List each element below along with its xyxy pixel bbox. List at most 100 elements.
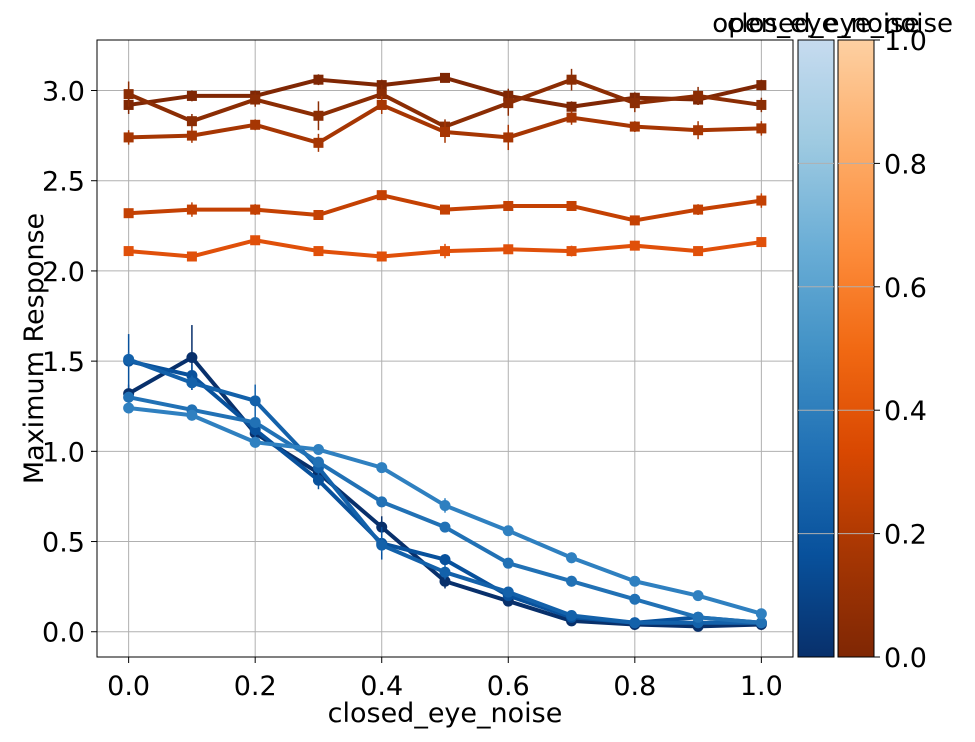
series-8 [123, 391, 767, 629]
data-point [756, 195, 767, 206]
series-4 [123, 235, 767, 262]
data-point [249, 436, 261, 448]
y-tick-label: 2.0 [42, 257, 85, 288]
x-tick-label: 1.0 [740, 671, 783, 702]
data-point [566, 112, 577, 123]
data-point [693, 125, 704, 136]
data-point [502, 586, 514, 598]
data-point [502, 525, 514, 537]
y-axis-label: Maximum Response [19, 213, 50, 484]
series-3 [123, 190, 767, 226]
data-point [755, 617, 767, 629]
data-point [123, 246, 134, 257]
data-point [629, 121, 640, 132]
data-point [503, 132, 514, 143]
y-tick-label: 3.0 [42, 77, 85, 108]
data-point [440, 72, 450, 83]
data-point [756, 80, 767, 91]
data-point [376, 462, 388, 474]
colorbar-tick-label: 0.8 [884, 149, 927, 180]
data-point [693, 90, 704, 101]
data-point [123, 402, 135, 414]
x-tick-label: 0.8 [613, 671, 656, 702]
data-point [250, 94, 261, 105]
data-point [249, 395, 261, 407]
data-point [376, 190, 387, 201]
data-point [376, 99, 387, 110]
data-point [566, 575, 578, 587]
data-point [629, 575, 641, 587]
data-point [186, 409, 198, 421]
data-point [312, 444, 324, 456]
colorbar-open-eye-noise-title: open_eye_noise [712, 9, 919, 39]
data-point [123, 353, 135, 365]
data-point [629, 215, 640, 226]
y-tick-label: 2.5 [42, 167, 85, 198]
axis-layer: 0.0 0.2 0.4 0.6 0.8 1.0 0.0 0.5 1.0 1.5 2.0 2.5 3.0 [42, 77, 783, 702]
data-point [312, 474, 324, 486]
data-point [186, 116, 197, 127]
y-tick-label: 0.5 [42, 528, 85, 559]
data-point [312, 456, 324, 468]
data-point [376, 89, 387, 100]
colorbar-layer: 0.0 0.2 0.4 0.6 0.8 1.0 [797, 26, 927, 674]
data-point [123, 391, 135, 403]
data-point [313, 110, 324, 121]
series-2 [123, 95, 767, 152]
y-tick-label: 0.0 [42, 618, 85, 649]
data-point [756, 123, 767, 134]
data-point [376, 539, 388, 551]
data-point [250, 235, 261, 246]
data-point [123, 132, 134, 143]
colorbar-tick-label: 0.2 [884, 520, 927, 551]
data-point [250, 204, 261, 215]
x-tick-label: 0.0 [107, 671, 150, 702]
colorbar-tick-label: 0.4 [884, 396, 927, 427]
data-point [566, 246, 577, 257]
data-point [376, 496, 388, 508]
data-point [756, 237, 767, 248]
data-point [439, 521, 451, 533]
data-point [629, 617, 641, 629]
data-point [439, 575, 451, 587]
data-point [629, 593, 641, 605]
colorbar-closed-eye-noise-title: closed_eye_noise [727, 9, 953, 39]
grid-layer [97, 40, 793, 657]
data-point [566, 101, 577, 112]
data-point [756, 99, 767, 110]
data-point [186, 90, 197, 101]
colorbar-tick-label: 0.0 [884, 643, 927, 674]
colorbar-open-eye-noise [797, 39, 835, 658]
data-point [250, 119, 261, 130]
series-0 [123, 72, 767, 114]
data-point [186, 377, 198, 389]
data-point [313, 209, 324, 220]
data-point [566, 200, 577, 211]
data-point [503, 244, 514, 255]
x-tick-label: 0.4 [360, 671, 403, 702]
data-point [186, 130, 197, 141]
data-point [186, 251, 197, 262]
data-point [566, 552, 578, 564]
colorbar-gradient [837, 39, 875, 658]
data-point [693, 246, 704, 257]
data-point [503, 98, 514, 109]
x-axis-label: closed_eye_noise [328, 698, 563, 729]
data-point [566, 74, 577, 85]
colorbar-closed-eye-noise: 0.0 0.2 0.4 0.6 0.8 1.0 [837, 26, 927, 674]
x-tick-label: 0.6 [487, 671, 530, 702]
data-point [629, 240, 640, 251]
data-point [629, 98, 640, 109]
data-point [376, 251, 387, 262]
data-point [186, 352, 198, 364]
colorbar-tick-label: 1.0 [884, 26, 927, 57]
data-point [440, 204, 450, 215]
data-point [755, 608, 767, 620]
data-point [502, 557, 514, 569]
x-tick-label: 0.2 [234, 671, 277, 702]
data-point [439, 554, 451, 566]
data-point [439, 566, 451, 578]
data-point [313, 246, 324, 257]
